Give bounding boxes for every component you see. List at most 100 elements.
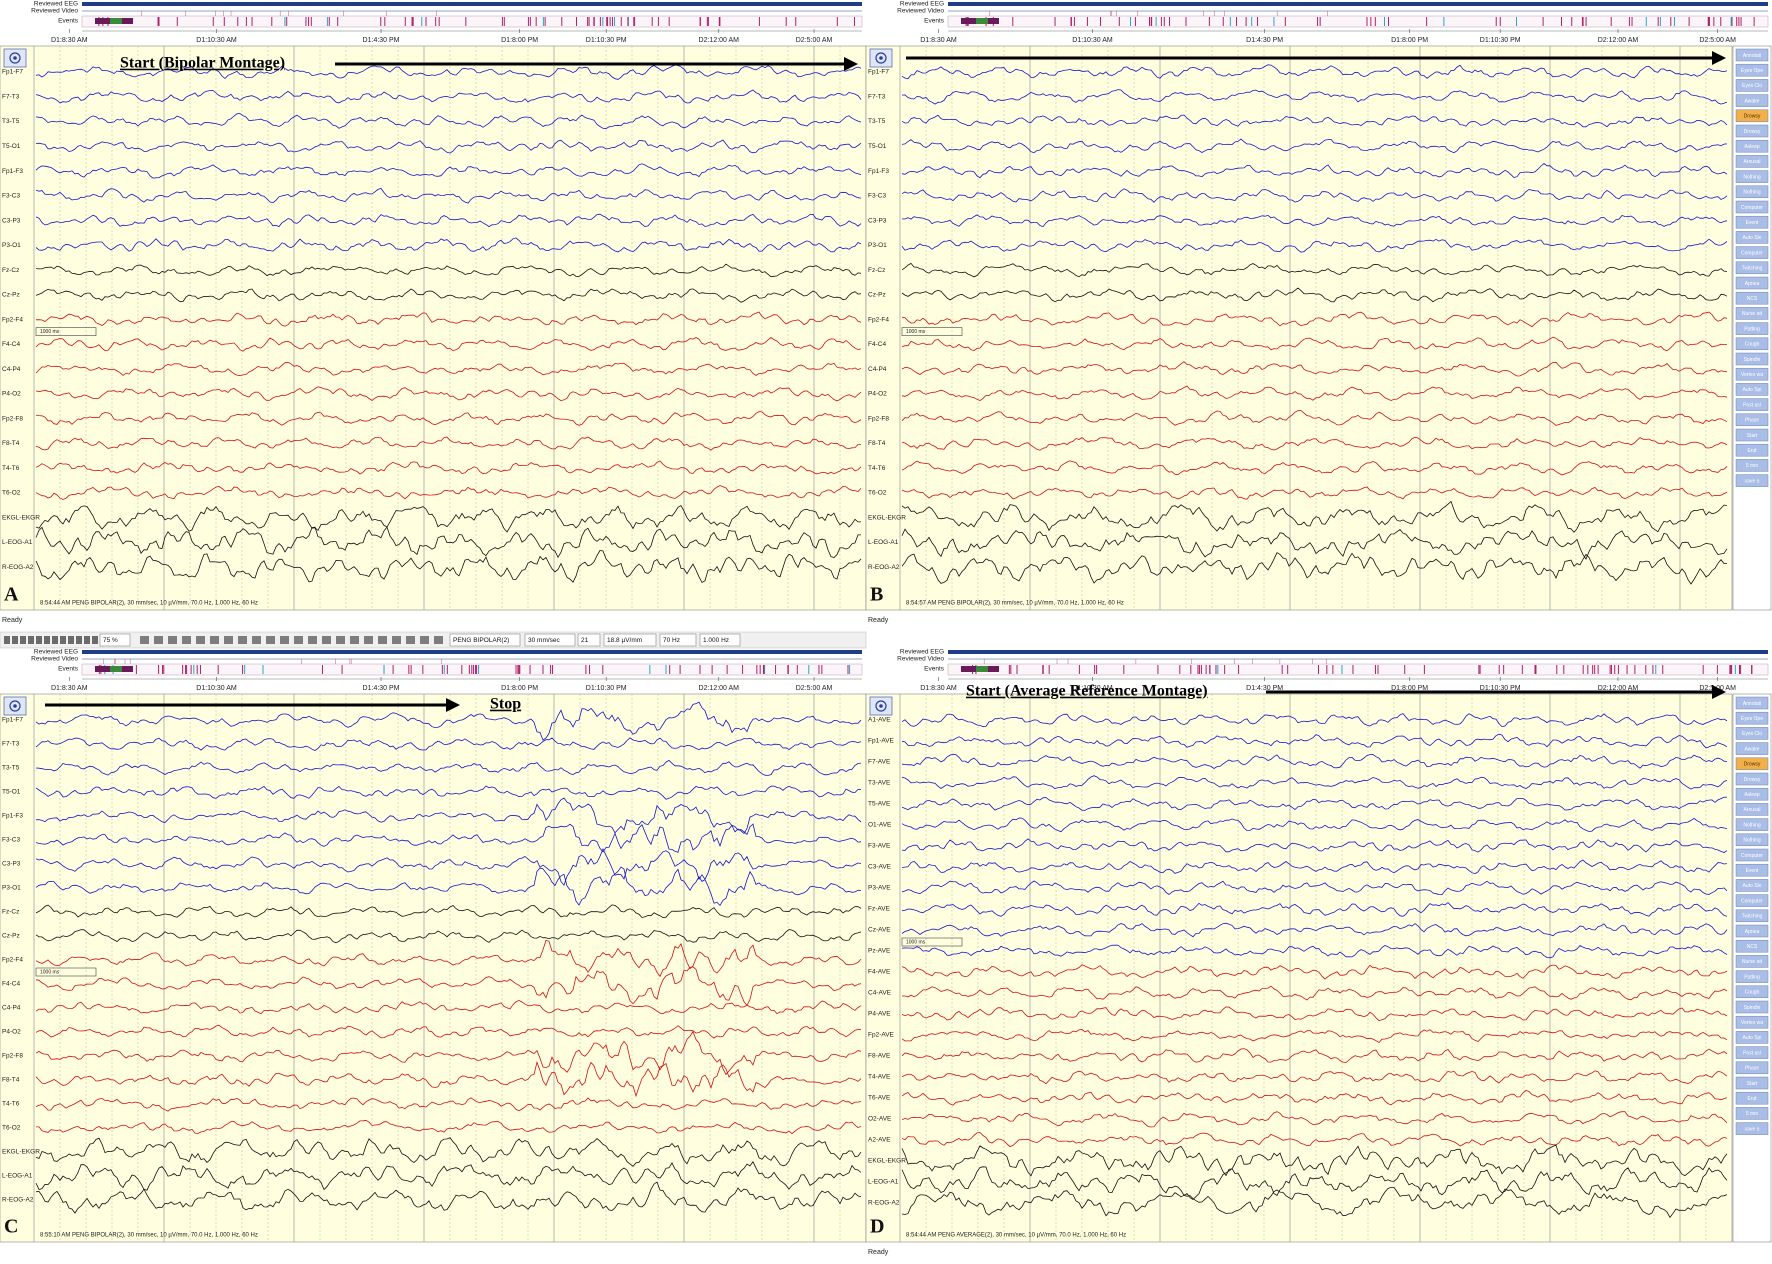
annotation-button[interactable] [1735, 443, 1769, 457]
toolbar-icon[interactable] [68, 636, 74, 644]
annotation-button[interactable] [1735, 833, 1769, 847]
toolbar-field[interactable] [659, 633, 697, 647]
toolbar-icon[interactable] [336, 636, 345, 644]
toolbar-icon[interactable] [224, 636, 233, 644]
annotation-button[interactable] [1735, 863, 1769, 877]
annotation-button[interactable] [1735, 155, 1769, 168]
annotation-button[interactable] [1735, 1061, 1769, 1075]
toolbar-icon[interactable] [84, 636, 90, 644]
toolbar-icon[interactable] [92, 636, 98, 644]
annotation-button[interactable] [1735, 1107, 1769, 1120]
toolbar-icon[interactable] [154, 636, 163, 644]
toolbar-icon[interactable] [350, 636, 359, 644]
annotation-button[interactable] [1735, 894, 1769, 907]
annotation-button[interactable] [1735, 803, 1769, 816]
annotation-button[interactable] [1735, 1015, 1769, 1029]
annotation-button[interactable] [1735, 307, 1769, 320]
toolbar-icon[interactable] [76, 636, 82, 644]
annotation-button[interactable] [1735, 383, 1769, 396]
toolbar-icon[interactable] [392, 636, 401, 644]
annotation-button[interactable] [1735, 696, 1769, 710]
annotation-button[interactable] [1735, 322, 1769, 335]
annotation-button[interactable] [1735, 757, 1769, 771]
annotation-button[interactable] [1735, 352, 1769, 366]
toolbar-icon[interactable] [28, 636, 34, 644]
annotation-button[interactable] [1735, 924, 1769, 938]
annotation-button[interactable] [1735, 772, 1769, 786]
toolbar-icon[interactable] [44, 636, 50, 644]
annotation-button[interactable] [1735, 818, 1769, 831]
toolbar-icon[interactable] [420, 636, 429, 644]
toolbar-field[interactable] [449, 633, 521, 647]
toolbar-icon[interactable] [364, 636, 373, 644]
toolbar-icon[interactable] [308, 636, 317, 644]
toolbar-icon[interactable] [266, 636, 275, 644]
annotation-button[interactable] [1735, 428, 1769, 442]
toolbar-field[interactable] [603, 633, 657, 647]
toolbar-field[interactable] [99, 633, 131, 647]
eeg-trace [901, 385, 1728, 402]
annotation-button[interactable] [1735, 879, 1769, 892]
annotation-button[interactable] [1735, 185, 1769, 199]
toolbar-icon[interactable] [238, 636, 247, 644]
annotation-button[interactable] [1735, 727, 1769, 740]
annotation-button[interactable] [1735, 109, 1769, 123]
annotation-button[interactable] [1735, 1076, 1769, 1090]
annotation-button[interactable] [1735, 367, 1769, 381]
toolbar-icon[interactable] [4, 636, 10, 644]
annotation-button[interactable] [1735, 63, 1769, 77]
annotation-button[interactable] [1735, 970, 1769, 983]
annotation-button[interactable] [1735, 459, 1769, 472]
annotation-button[interactable] [1735, 985, 1769, 999]
annotation-button[interactable] [1735, 139, 1769, 153]
toolbar-icon[interactable] [280, 636, 289, 644]
annotation-button[interactable] [1735, 124, 1769, 138]
annotation-button[interactable] [1735, 231, 1769, 244]
toolbar-icon[interactable] [182, 636, 191, 644]
annotation-button[interactable] [1735, 200, 1769, 214]
toolbar-icon[interactable] [434, 636, 443, 644]
annotation-button[interactable] [1735, 939, 1769, 953]
toolbar-icon[interactable] [36, 636, 42, 644]
toolbar-icon[interactable] [140, 636, 149, 644]
toolbar-icon[interactable] [52, 636, 58, 644]
toolbar-icon[interactable] [378, 636, 387, 644]
annotation-button[interactable] [1735, 398, 1769, 411]
annotation-button[interactable] [1735, 79, 1769, 92]
toolbar-icon[interactable] [322, 636, 331, 644]
toolbar-icon[interactable] [406, 636, 415, 644]
toolbar-icon[interactable] [196, 636, 205, 644]
toolbar-field[interactable] [699, 633, 741, 647]
annotation-button[interactable] [1735, 215, 1769, 229]
toolbar-icon[interactable] [12, 636, 18, 644]
annotation-button[interactable] [1735, 170, 1769, 183]
toolbar-icon[interactable] [294, 636, 303, 644]
annotation-button[interactable] [1735, 1122, 1769, 1135]
annotation-button[interactable] [1735, 474, 1769, 487]
annotation-button[interactable] [1735, 742, 1769, 755]
annotation-button[interactable] [1735, 94, 1769, 107]
toolbar-icon[interactable] [20, 636, 26, 644]
annotation-button[interactable] [1735, 276, 1769, 290]
annotation-button[interactable] [1735, 1000, 1769, 1014]
annotation-button[interactable] [1735, 1031, 1769, 1044]
annotation-button[interactable] [1735, 787, 1769, 801]
annotation-button[interactable] [1735, 413, 1769, 427]
annotation-button[interactable] [1735, 955, 1769, 968]
annotation-button[interactable] [1735, 909, 1769, 923]
toolbar-icon[interactable] [210, 636, 219, 644]
annotation-button[interactable] [1735, 337, 1769, 351]
annotation-button[interactable] [1735, 711, 1769, 725]
annotation-button[interactable] [1735, 48, 1769, 62]
annotation-button[interactable] [1735, 261, 1769, 275]
annotation-button[interactable] [1735, 1046, 1769, 1059]
toolbar-icon[interactable] [168, 636, 177, 644]
annotation-button[interactable] [1735, 1091, 1769, 1105]
annotation-button[interactable] [1735, 246, 1769, 259]
toolbar-field[interactable] [524, 633, 576, 647]
toolbar-field[interactable] [577, 633, 601, 647]
toolbar-icon[interactable] [60, 636, 66, 644]
annotation-button[interactable] [1735, 291, 1769, 305]
toolbar-icon[interactable] [252, 636, 261, 644]
annotation-button[interactable] [1735, 848, 1769, 862]
